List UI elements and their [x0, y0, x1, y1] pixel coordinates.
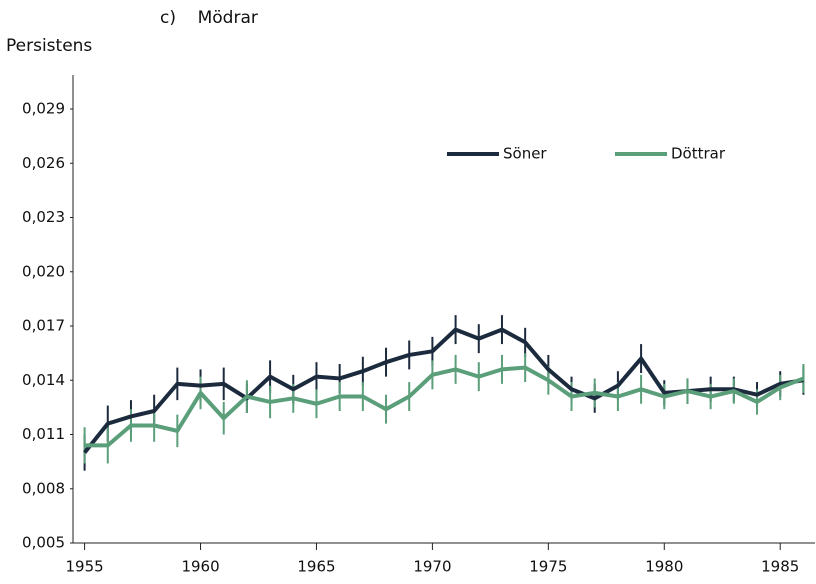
x-tick-label: 1970: [413, 558, 451, 576]
x-tick-label: 1985: [761, 558, 799, 576]
y-tick-label: 0,005: [22, 534, 65, 552]
x-tick-label: 1980: [645, 558, 683, 576]
y-tick-label: 0,023: [22, 208, 65, 226]
y-tick-label: 0,017: [22, 317, 65, 335]
y-tick-label: 0,008: [22, 479, 65, 497]
x-tick-label: 1960: [181, 558, 219, 576]
y-tick-label: 0,020: [22, 262, 65, 280]
x-tick-label: 1965: [297, 558, 335, 576]
y-tick-label: 0,026: [22, 154, 65, 172]
legend-label: Döttrar: [671, 145, 726, 163]
y-tick-label: 0,014: [22, 371, 65, 389]
x-tick-label: 1975: [529, 558, 567, 576]
x-tick-label: 1955: [66, 558, 104, 576]
series-line: [84, 365, 805, 448]
chart-title: c) Mödrar: [160, 8, 258, 28]
legend-label: Söner: [503, 145, 547, 163]
y-tick-label: 0,029: [22, 100, 65, 118]
y-axis-label: Persistens: [6, 36, 92, 56]
y-tick-label: 0,011: [22, 425, 65, 443]
